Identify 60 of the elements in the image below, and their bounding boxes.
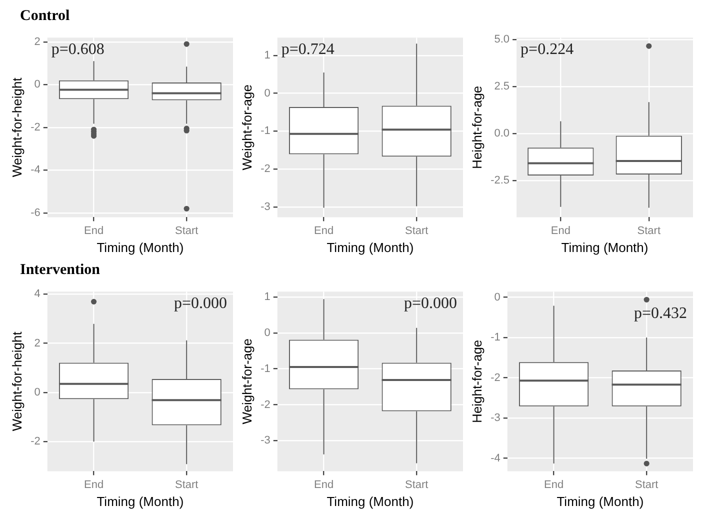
y-tick-label: -2 (260, 163, 270, 176)
y-tick-label: -6 (30, 206, 40, 219)
y-tick-label: 2 (34, 337, 40, 350)
x-tick-label: Start (637, 224, 661, 237)
y-tick-label: 2.5 (494, 80, 510, 93)
y-axis-title: Height-for-age (469, 86, 484, 169)
annotation: p=0.432 (634, 304, 687, 322)
y-tick-label: 1 (264, 291, 270, 304)
y-tick-label: 4 (34, 288, 40, 300)
y-tick-label: -3 (260, 201, 270, 213)
x-axis-title: Timing (Month) (561, 240, 648, 255)
x-axis-title: Timing (Month) (326, 494, 414, 509)
y-tick-label: 0 (264, 87, 270, 100)
x-tick-label: Start (174, 224, 198, 237)
y-tick-label: -2 (30, 436, 40, 448)
y-tick-label: 5.0 (494, 34, 510, 46)
y-tick-label: -1 (260, 362, 270, 375)
x-axis-title: Timing (Month) (96, 494, 184, 509)
x-tick-label: End (314, 478, 334, 491)
y-tick-label: 0 (34, 386, 40, 398)
y-tick-label: 0.0 (494, 128, 510, 140)
y-axis-title: Weight-for-height (9, 331, 24, 432)
annotation: p=0.608 (51, 40, 104, 58)
y-tick-label: 2 (34, 36, 40, 48)
y-axis-title: Weight-for-age (239, 84, 254, 170)
y-tick-label: -2 (30, 121, 40, 134)
y-tick-label: -1 (490, 332, 500, 344)
y-tick-label: -2 (260, 398, 270, 411)
x-tick-label: End (544, 478, 564, 491)
y-tick-label: 0 (264, 326, 270, 339)
x-axis-title: Timing (Month) (556, 494, 644, 509)
annotation: p=0.224 (520, 40, 574, 58)
x-axis-title: Timing (Month) (326, 240, 414, 255)
x-axis-title: Timing (Month) (96, 240, 184, 255)
x-tick-label: Start (404, 478, 428, 491)
x-tick-label: Start (634, 478, 658, 491)
y-axis-title: Height-for-age (469, 340, 484, 423)
y-tick-label: -1 (260, 125, 270, 138)
x-tick-label: End (84, 478, 104, 491)
x-tick-label: Start (404, 224, 428, 237)
x-tick-label: Start (174, 478, 198, 491)
annotation: p=0.724 (281, 40, 334, 58)
y-tick-label: 0 (494, 291, 500, 304)
y-axis-title: Weight-for-height (9, 77, 24, 178)
chart-title: Control (20, 8, 70, 24)
y-tick-label: -3 (260, 434, 270, 447)
y-tick-label: -2 (490, 372, 500, 384)
y-tick-label: -4 (490, 452, 500, 464)
annotation: p=0.000 (404, 294, 457, 312)
chart-title: Intervention (20, 262, 100, 278)
x-tick-label: End (314, 224, 334, 237)
x-tick-label: End (84, 224, 104, 237)
y-tick-label: -3 (490, 412, 500, 424)
annotation: p=0.000 (174, 294, 227, 312)
y-tick-label: -2.5 (490, 174, 510, 187)
y-tick-label: 1 (264, 49, 270, 62)
x-tick-label: End (550, 224, 570, 237)
y-tick-label: -4 (30, 164, 40, 176)
y-axis-title: Weight-for-age (239, 338, 254, 424)
y-tick-label: 0 (34, 78, 40, 91)
